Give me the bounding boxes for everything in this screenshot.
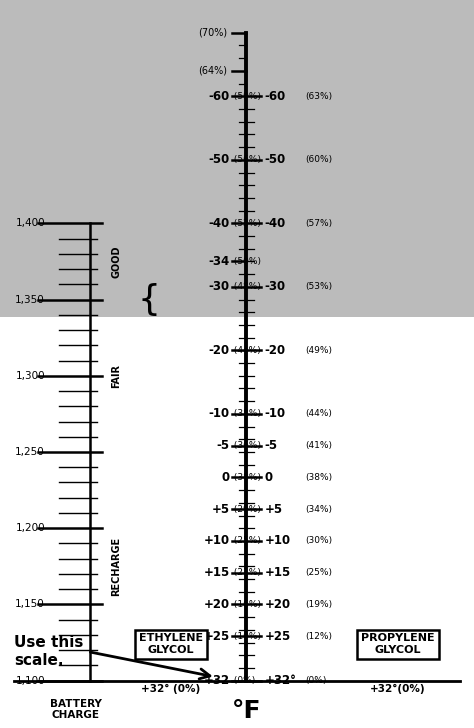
Text: GOOD: GOOD: [111, 245, 121, 277]
Text: -20: -20: [209, 344, 230, 357]
Text: 1,350: 1,350: [15, 295, 45, 304]
Text: -30: -30: [264, 280, 286, 293]
Text: -60: -60: [264, 90, 286, 103]
Text: +20: +20: [204, 598, 230, 611]
Text: (56%): (56%): [231, 155, 261, 165]
Text: 0: 0: [264, 471, 273, 484]
Text: -50: -50: [264, 154, 286, 166]
Text: (0%): (0%): [305, 676, 326, 685]
Text: -60: -60: [209, 90, 230, 103]
Text: 1,400: 1,400: [15, 218, 45, 229]
Text: (10%): (10%): [231, 632, 261, 641]
Text: (48%): (48%): [231, 282, 261, 291]
Text: -40: -40: [264, 217, 286, 230]
Text: (59%): (59%): [231, 92, 261, 100]
Text: (38%): (38%): [231, 409, 261, 419]
Text: RECHARGE: RECHARGE: [111, 537, 121, 596]
Text: +32°: +32°: [264, 674, 296, 687]
Text: (25%): (25%): [305, 568, 332, 577]
Text: (44%): (44%): [305, 409, 332, 419]
Text: (30%): (30%): [305, 537, 332, 545]
Text: (57%): (57%): [305, 219, 332, 228]
Text: +32° (0%): +32° (0%): [141, 684, 200, 695]
Text: (52%): (52%): [231, 219, 261, 228]
Text: BATTERY
CHARGE: BATTERY CHARGE: [50, 699, 102, 721]
Text: PROPYLENE
GLYCOL: PROPYLENE GLYCOL: [361, 633, 435, 655]
Text: -5: -5: [217, 439, 230, 452]
Text: (49%): (49%): [305, 346, 332, 355]
Text: (25%): (25%): [231, 537, 261, 545]
Text: {: {: [137, 282, 161, 317]
Text: -10: -10: [209, 408, 230, 420]
Text: Use this
scale.: Use this scale.: [14, 636, 83, 668]
Text: 1,150: 1,150: [15, 599, 45, 609]
Text: 1,300: 1,300: [15, 371, 45, 381]
Text: -5: -5: [264, 439, 278, 452]
Text: -20: -20: [264, 344, 286, 357]
Text: (44%): (44%): [231, 346, 261, 355]
Bar: [0, 0, 474, 317]
Text: (38%): (38%): [305, 473, 332, 482]
Text: (64%): (64%): [199, 66, 228, 76]
Text: -10: -10: [264, 408, 286, 420]
Text: +5: +5: [212, 502, 230, 515]
Text: (53%): (53%): [305, 282, 332, 291]
Text: -40: -40: [209, 217, 230, 230]
Text: +32°(0%): +32°(0%): [370, 684, 426, 695]
Text: +25: +25: [264, 630, 291, 643]
Text: FAIR: FAIR: [111, 364, 121, 388]
Text: (0%): (0%): [231, 676, 255, 685]
Text: +5: +5: [264, 502, 283, 515]
Text: +15: +15: [204, 566, 230, 579]
Text: 0: 0: [222, 471, 230, 484]
Text: (60%): (60%): [305, 155, 332, 165]
Bar: [0, 317, 474, 728]
Text: 1,200: 1,200: [15, 523, 45, 533]
Text: °F: °F: [232, 699, 261, 723]
Text: (38%): (38%): [231, 473, 261, 482]
Text: +25: +25: [204, 630, 230, 643]
Text: (70%): (70%): [199, 28, 228, 38]
Text: (50%): (50%): [231, 257, 261, 266]
Text: +10: +10: [264, 534, 291, 547]
Text: (41%): (41%): [305, 441, 332, 450]
Text: (36%): (36%): [231, 441, 261, 450]
Text: ETHYLENE
GLYCOL: ETHYLENE GLYCOL: [138, 633, 203, 655]
Text: 1,250: 1,250: [15, 447, 45, 457]
Text: 1,100: 1,100: [15, 676, 45, 686]
Text: (34%): (34%): [305, 505, 332, 514]
Text: -34: -34: [209, 255, 230, 268]
Text: (21%): (21%): [231, 568, 261, 577]
Text: -30: -30: [209, 280, 230, 293]
Text: (16%): (16%): [231, 600, 261, 609]
Text: +10: +10: [204, 534, 230, 547]
Text: -50: -50: [209, 154, 230, 166]
Text: +32: +32: [204, 674, 230, 687]
Text: (12%): (12%): [305, 632, 332, 641]
Text: (19%): (19%): [305, 600, 332, 609]
Text: (63%): (63%): [305, 92, 332, 100]
Text: (29%): (29%): [231, 505, 261, 514]
Text: +20: +20: [264, 598, 291, 611]
Text: +15: +15: [264, 566, 291, 579]
